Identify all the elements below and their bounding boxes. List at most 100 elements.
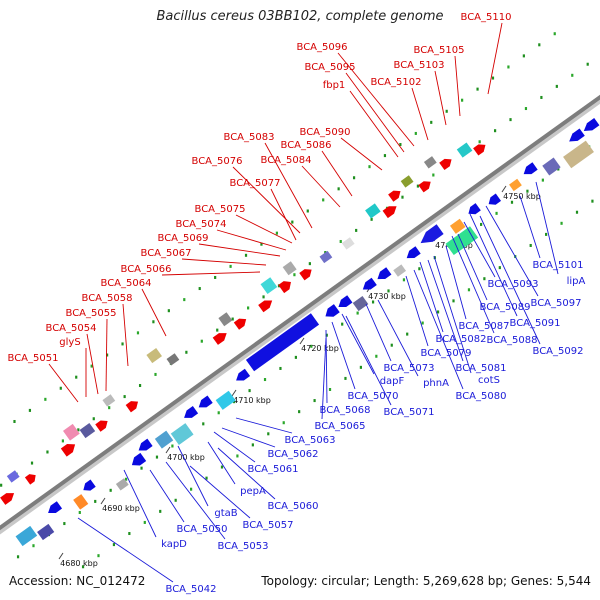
forward-gene bbox=[60, 443, 76, 457]
gc-dot bbox=[555, 84, 558, 88]
accession-label: Accession: NC_012472 bbox=[9, 574, 146, 588]
leader-line bbox=[349, 90, 399, 158]
reverse-gene bbox=[393, 264, 407, 277]
forward-gene-label: BCA_5055 bbox=[66, 308, 117, 319]
gc-dot bbox=[247, 306, 250, 310]
leader-line bbox=[377, 299, 419, 377]
forward-gene bbox=[233, 318, 247, 330]
forward-gene bbox=[282, 261, 297, 276]
reverse-gene-label: BCA_5088 bbox=[487, 335, 538, 346]
kbp-tick bbox=[501, 185, 507, 193]
gc-dot bbox=[483, 277, 486, 281]
gc-dot bbox=[32, 544, 35, 548]
gene-features bbox=[0, 117, 600, 547]
leader-line bbox=[86, 333, 99, 395]
forward-gene-label: BCA_5064 bbox=[101, 278, 152, 289]
reverse-gene-label: BCA_5065 bbox=[315, 421, 366, 432]
gc-dot bbox=[480, 222, 483, 226]
gc-dot bbox=[557, 167, 560, 171]
gc-dot bbox=[63, 522, 66, 526]
gc-dot bbox=[390, 343, 393, 347]
leader-line bbox=[161, 271, 261, 276]
forward-gene bbox=[102, 394, 116, 407]
gc-dot bbox=[171, 444, 174, 448]
leader-line bbox=[105, 318, 108, 392]
gc-dot bbox=[123, 395, 126, 399]
gc-dot bbox=[154, 372, 157, 376]
reverse-gene-label: BCA_5089 bbox=[480, 302, 531, 313]
leader-line bbox=[198, 243, 281, 257]
gc-dot bbox=[263, 378, 267, 382]
gc-dot bbox=[28, 408, 32, 412]
gc-dot bbox=[368, 165, 371, 169]
forward-gene bbox=[319, 250, 333, 264]
gc-dot bbox=[251, 443, 254, 447]
reverse-gene-label: BCA_5068 bbox=[320, 405, 371, 416]
leader-line bbox=[411, 87, 429, 141]
leader-line bbox=[434, 70, 447, 126]
gc-dot bbox=[205, 476, 208, 480]
kbp-tick bbox=[299, 337, 305, 345]
gc-dot bbox=[46, 450, 49, 454]
genome-backbone bbox=[0, 94, 600, 531]
gc-dot bbox=[279, 366, 282, 370]
kbp-tick bbox=[100, 497, 106, 505]
gc-dot bbox=[322, 198, 325, 202]
gc-dot bbox=[507, 65, 510, 69]
forward-gene-label: BCA_5083 bbox=[224, 132, 275, 143]
forward-gene bbox=[166, 353, 180, 366]
gc-dot bbox=[418, 267, 421, 271]
kbp-tick-label: 4690 kbp bbox=[102, 504, 140, 513]
gc-dot bbox=[586, 62, 589, 66]
forward-gene-label: BCA_5103 bbox=[394, 60, 445, 71]
gc-dot bbox=[13, 419, 16, 423]
leader-line bbox=[337, 52, 415, 147]
gc-dot bbox=[524, 107, 528, 111]
reverse-gene-label: BCA_5082 bbox=[436, 334, 487, 345]
gc-dot bbox=[155, 455, 159, 459]
gc-dot bbox=[198, 287, 201, 291]
leader-line bbox=[301, 165, 341, 208]
leader-line bbox=[235, 417, 293, 434]
reverse-gene-label: BCA_5080 bbox=[456, 391, 507, 402]
leader-line bbox=[270, 188, 297, 241]
gc-dot bbox=[402, 278, 406, 282]
forward-gene bbox=[418, 181, 431, 193]
leader-line bbox=[413, 269, 464, 390]
forward-gene bbox=[0, 493, 15, 505]
gc-dot bbox=[262, 295, 265, 299]
reverse-gene-label: BCA_5097 bbox=[531, 298, 582, 309]
gc-dot bbox=[383, 154, 387, 158]
forward-gene bbox=[125, 401, 139, 413]
forward-gene-label: BCA_5076 bbox=[192, 156, 243, 167]
gc-dot bbox=[406, 332, 409, 336]
reverse-gene-label: BCA_5092 bbox=[533, 346, 584, 357]
gc-dot bbox=[214, 275, 217, 279]
reverse-gene bbox=[115, 478, 129, 491]
leader-lines bbox=[48, 22, 559, 583]
reverse-gene-label: BCA_5053 bbox=[218, 541, 269, 552]
forward-gene bbox=[341, 237, 355, 250]
genome-title: Bacillus cereus 03BB102, complete genome bbox=[156, 9, 444, 24]
leader-line bbox=[331, 321, 356, 390]
gc-dot bbox=[167, 309, 170, 313]
forward-gene bbox=[95, 420, 108, 432]
gc-dot bbox=[401, 195, 404, 199]
gc-dot bbox=[575, 210, 579, 214]
forward-gene bbox=[218, 312, 233, 327]
leader-line bbox=[469, 213, 518, 317]
gc-dot bbox=[461, 98, 464, 102]
gc-dot bbox=[44, 397, 47, 401]
leader-line bbox=[141, 288, 167, 337]
gc-dot bbox=[399, 143, 402, 147]
forward-gene-label: BCA_5074 bbox=[176, 219, 227, 230]
reverse-gene-label: kapD bbox=[161, 539, 187, 550]
forward-gene-label: BCA_5066 bbox=[121, 264, 172, 275]
gc-dot bbox=[128, 532, 131, 536]
gc-dot bbox=[476, 87, 479, 91]
gc-dot bbox=[538, 43, 541, 47]
gc-dot bbox=[77, 428, 80, 432]
leader-line bbox=[451, 235, 495, 334]
gc-dot bbox=[352, 176, 356, 180]
